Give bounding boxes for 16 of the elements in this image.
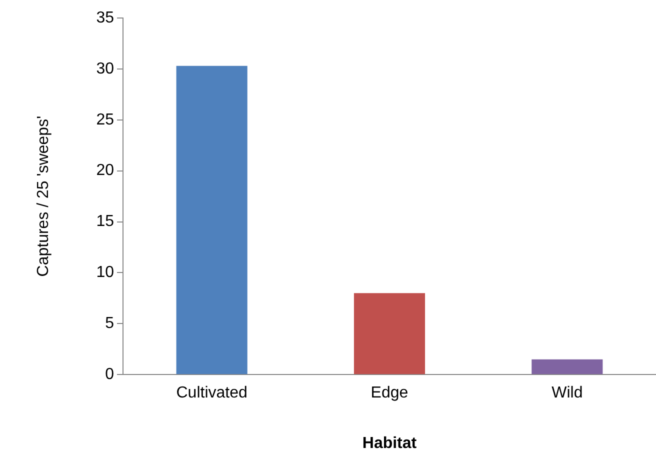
y-tick-label: 20	[96, 162, 114, 180]
y-tick-label: 0	[105, 366, 114, 384]
y-tick-label: 35	[96, 9, 114, 26]
x-tick-label: Edge	[370, 384, 408, 402]
x-tick-label: Cultivated	[176, 384, 248, 402]
y-axis-title: Captures / 25 'sweeps'	[35, 116, 52, 277]
bar	[354, 293, 426, 374]
x-axis-title: Habitat	[362, 434, 418, 452]
y-tick-label: 10	[96, 264, 114, 282]
y-tick-label: 15	[96, 213, 114, 230]
x-tick-label: Wild	[552, 384, 583, 402]
bar	[176, 66, 248, 374]
bar	[532, 359, 603, 374]
y-tick-label: 25	[96, 111, 114, 128]
y-tick-label: 5	[105, 315, 114, 332]
y-tick-label: 30	[96, 60, 114, 78]
